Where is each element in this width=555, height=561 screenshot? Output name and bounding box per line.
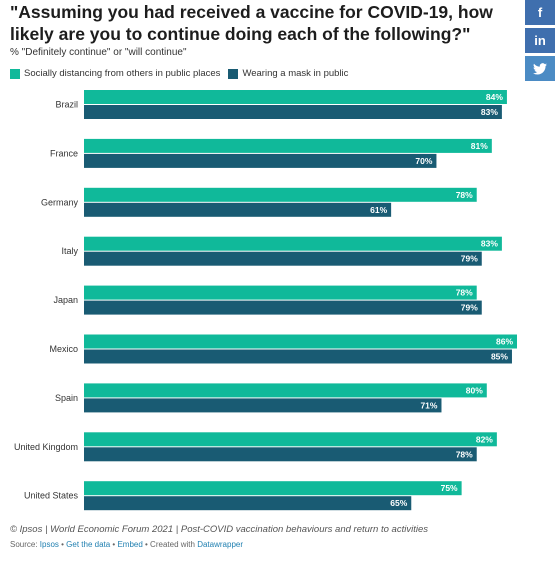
category-label-italy: Italy — [61, 246, 78, 256]
category-label-brazil: Brazil — [55, 100, 78, 110]
source-line: Source: Ipsos • Get the data • Embed • C… — [10, 540, 243, 549]
twitter-bird-glyph — [533, 62, 547, 75]
chart-title: "Assuming you had received a vaccine for… — [10, 2, 493, 44]
value-label-italy-mask: 79% — [461, 254, 478, 264]
bar-brazil-mask — [84, 105, 502, 119]
value-label-brazil-mask: 83% — [481, 107, 498, 117]
category-label-united-kingdom: United Kingdom — [14, 442, 78, 452]
source-separator-2: • — [110, 540, 118, 549]
bar-italy-distancing — [84, 236, 502, 251]
bar-japan-distancing — [84, 285, 477, 300]
twitter-icon[interactable] — [525, 56, 555, 81]
legend-label-socially-distancing: Socially distancing from others in publi… — [24, 68, 221, 79]
chart-subtitle: % "Definitely continue" or "will continu… — [10, 47, 187, 58]
source-prefix: Source: — [10, 540, 40, 549]
bar-spain-mask — [84, 398, 442, 413]
value-label-spain-distancing: 80% — [466, 385, 483, 395]
legend-item-socially-distancing: Socially distancing from others in publi… — [10, 68, 220, 79]
bar-united-states-distancing — [84, 481, 462, 496]
value-label-united-states-distancing: 75% — [441, 483, 458, 493]
bar-united-kingdom-distancing — [84, 432, 497, 447]
datawrapper-link[interactable]: Datawrapper — [197, 540, 244, 549]
value-label-japan-distancing: 78% — [456, 288, 473, 298]
value-label-spain-mask: 71% — [420, 400, 437, 410]
source-separator-1: • — [58, 540, 67, 549]
bar-spain-distancing — [84, 383, 487, 398]
value-label-germany-distancing: 78% — [456, 190, 473, 200]
bar-italy-mask — [84, 251, 482, 266]
bar-japan-mask — [84, 300, 482, 315]
source-separator-3: • Created with — [142, 540, 198, 549]
value-label-germany-mask: 61% — [370, 205, 387, 215]
value-label-united-kingdom-distancing: 82% — [476, 434, 493, 444]
value-label-united-kingdom-mask: 78% — [456, 449, 473, 459]
value-label-france-distancing: 81% — [471, 141, 488, 151]
share-panel: f in — [525, 0, 555, 84]
value-label-mexico-distancing: 86% — [496, 337, 513, 347]
category-label-united-states: United States — [24, 491, 79, 501]
bar-mexico-mask — [84, 349, 512, 364]
facebook-icon[interactable]: f — [525, 0, 555, 25]
get-data-link[interactable]: Get the data — [66, 540, 111, 549]
bar-united-states-mask — [84, 496, 412, 511]
bar-brazil-distancing — [84, 90, 507, 104]
legend: Socially distancing from others in publi… — [10, 68, 356, 79]
category-label-germany: Germany — [41, 197, 79, 207]
bar-united-kingdom-mask — [84, 447, 477, 462]
legend-swatch-socially-distancing — [10, 68, 20, 79]
value-label-mexico-mask: 85% — [491, 352, 508, 362]
category-label-japan: Japan — [53, 295, 78, 305]
bar-germany-distancing — [84, 187, 477, 202]
bar-chart: Brazil 84% 83% France 81% 70% Germany 78% 61% Ita… — [14, 90, 517, 511]
bar-france-mask — [84, 153, 437, 168]
category-label-mexico: Mexico — [49, 344, 78, 354]
value-label-brazil-distancing: 84% — [486, 92, 503, 102]
value-label-united-states-mask: 65% — [390, 498, 407, 508]
category-label-spain: Spain — [55, 393, 78, 403]
bar-mexico-distancing — [84, 334, 517, 349]
bar-france-distancing — [84, 138, 492, 153]
legend-label-mask: Wearing a mask in public — [242, 68, 349, 79]
bar-germany-mask — [84, 202, 392, 217]
source-link-ipsos[interactable]: Ipsos — [39, 540, 59, 549]
embed-link[interactable]: Embed — [117, 540, 143, 549]
legend-item-mask: Wearing a mask in public — [228, 68, 348, 79]
category-label-france: France — [50, 148, 78, 158]
linkedin-icon[interactable]: in — [525, 28, 555, 53]
footer-credit: © Ipsos | World Economic Forum 2021 | Po… — [10, 524, 428, 535]
value-label-france-mask: 70% — [415, 156, 432, 166]
value-label-italy-distancing: 83% — [481, 239, 498, 249]
value-label-japan-mask: 79% — [461, 303, 478, 313]
legend-swatch-mask — [228, 68, 239, 79]
